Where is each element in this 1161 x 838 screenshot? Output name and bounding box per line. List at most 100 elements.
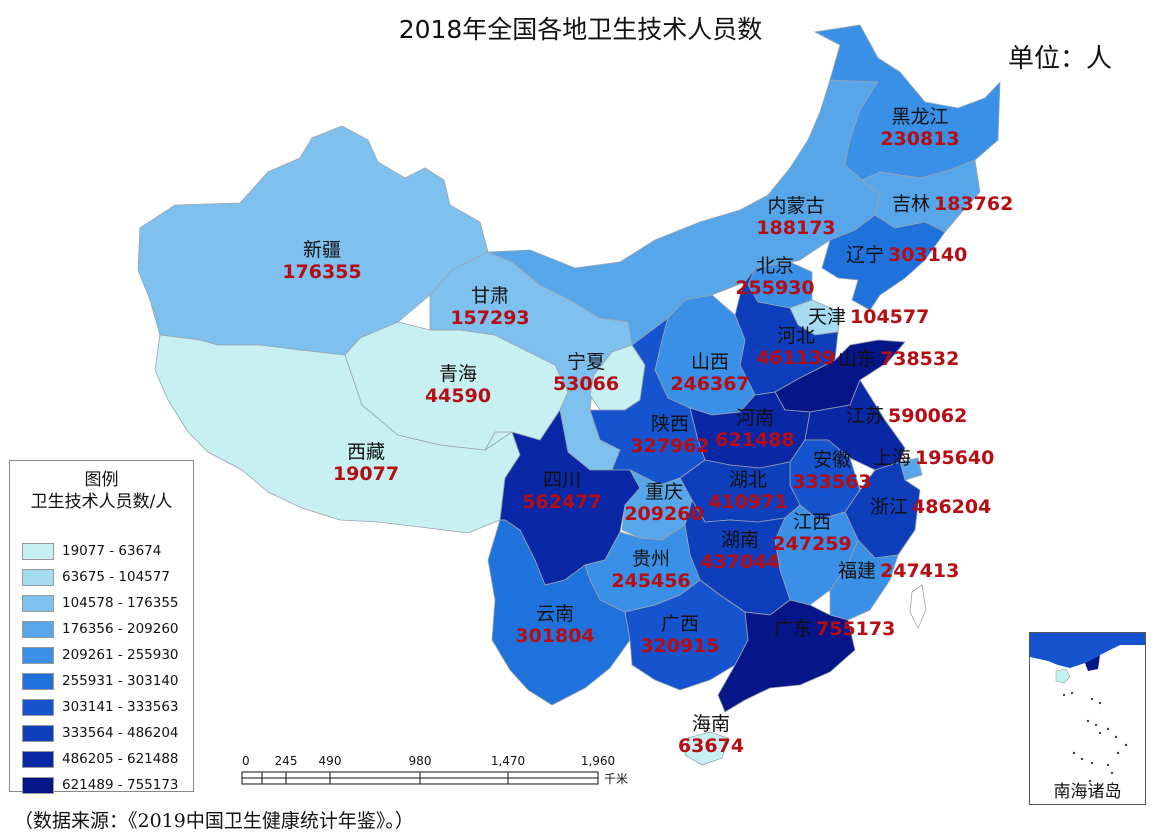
legend-swatch: [22, 568, 54, 586]
region-taiwan: [909, 584, 927, 629]
legend-item: 333564 - 486204: [22, 720, 179, 746]
data-source: （数据来源：《2019中国卫生健康统计年鉴》。）: [14, 810, 414, 832]
unit-label: 单位：人: [1008, 44, 1113, 74]
legend-swatch: [22, 724, 54, 742]
scale-tick-label: 1,960: [581, 754, 615, 768]
legend-range: 176356 - 209260: [62, 621, 179, 637]
label-fujian: 福建 247413: [838, 560, 959, 582]
label-hebei: 河北 461139: [756, 325, 835, 369]
legend-swatch: [22, 620, 54, 638]
label-tianjin: 天津 104577: [808, 306, 929, 328]
label-ningxia: 宁夏 53066: [553, 351, 619, 395]
label-xinjiang: 新疆 176355: [282, 239, 361, 283]
legend-items: 19077 - 63674 63675 - 104577 104578 - 1763…: [22, 538, 179, 798]
legend-item: 176356 - 209260: [22, 616, 179, 642]
scale-tick-label: 0: [242, 754, 250, 768]
legend-swatch: [22, 698, 54, 716]
legend-swatch: [22, 594, 54, 612]
island-dot: [1090, 697, 1094, 701]
inset-islands: [1062, 691, 1128, 783]
legend: 图例 卫生技术人员数/人 19077 - 63674 63675 - 104577…: [9, 460, 194, 794]
label-hainan: 海南 63674: [678, 713, 744, 757]
legend-range: 486205 - 621488: [62, 751, 179, 767]
island-dot: [1110, 771, 1114, 775]
map-title: 2018年全国各地卫生技术人员数: [398, 15, 763, 44]
legend-item: 209261 - 255930: [22, 642, 179, 668]
legend-item: 303141 - 333563: [22, 694, 179, 720]
scale-tick-label: 245: [275, 754, 298, 768]
legend-swatch: [22, 776, 54, 794]
inset-map: [1030, 633, 1145, 783]
island-dot: [1094, 723, 1098, 727]
label-jiangxi: 江西 247259: [772, 511, 851, 555]
region-hainan: [684, 731, 729, 766]
label-liaoning: 辽宁 303140: [846, 244, 967, 266]
south-china-sea-inset: 南海诸岛: [1029, 632, 1146, 805]
region-guangdong: [717, 599, 856, 713]
province-labels: 新疆 176355 西藏 19077 青海 44590 甘肃 157293 内蒙古 188173 黑…: [282, 106, 1013, 757]
label-guangdong: 广东 755173: [774, 618, 895, 640]
island-dot: [1062, 693, 1066, 697]
legend-item: 486205 - 621488: [22, 746, 179, 772]
scale-tick-label: 1,470: [491, 754, 525, 768]
label-guizhou: 贵州 245456: [611, 548, 690, 592]
island-dot: [1072, 751, 1076, 755]
legend-range: 621489 - 755173: [62, 777, 179, 793]
island-dot: [1116, 751, 1120, 755]
label-anhui: 安徽 333563: [792, 449, 871, 493]
legend-title-line2: 卫生技术人员数/人: [30, 492, 173, 512]
island-dot: [1114, 735, 1118, 739]
legend-range: 63675 - 104577: [62, 569, 170, 585]
province-regions: [137, 24, 1001, 766]
label-zhejiang: 浙江 486204: [870, 496, 991, 518]
label-heilongjiang: 黑龙江 230813: [880, 106, 959, 150]
region-liaoning: [821, 214, 946, 311]
island-dot: [1080, 757, 1084, 761]
label-beijing: 北京 255930: [735, 255, 814, 299]
label-qinghai: 青海 44590: [425, 363, 491, 407]
legend-swatch: [22, 672, 54, 690]
label-xizang: 西藏 19077: [333, 441, 399, 485]
legend-swatch: [22, 750, 54, 768]
label-chongqing: 重庆 209260: [624, 481, 703, 525]
label-gansu: 甘肃 157293: [450, 285, 529, 329]
label-jilin: 吉林 183762: [892, 193, 1013, 215]
island-dot: [1086, 719, 1090, 723]
island-dot: [1106, 727, 1110, 731]
label-sichuan: 四川 562477: [522, 469, 601, 513]
legend-item: 255931 - 303140: [22, 668, 179, 694]
legend-title-line1: 图例: [84, 470, 119, 490]
label-hunan: 湖南 437044: [700, 529, 779, 573]
island-dot: [1098, 701, 1102, 705]
inset-label: 南海诸岛: [1053, 782, 1122, 802]
label-neimenggu: 内蒙古 188173: [756, 195, 835, 239]
label-hubei: 湖北 410971: [708, 469, 787, 513]
island-dot: [1106, 763, 1110, 767]
inset-hainan: [1055, 668, 1071, 684]
scale-bar: 0 245 490 980 1,470 1,960 千米: [241, 754, 628, 786]
legend-item: 19077 - 63674: [22, 538, 179, 564]
island-dot: [1088, 779, 1092, 783]
label-jiangsu: 江苏 590062: [846, 405, 967, 427]
legend-range: 19077 - 63674: [62, 543, 162, 559]
legend-range: 209261 - 255930: [62, 647, 179, 663]
scale-unit: 千米: [604, 772, 628, 786]
scale-tick-label: 980: [409, 754, 432, 768]
label-shanxi: 山西 246367: [670, 351, 749, 395]
legend-range: 255931 - 303140: [62, 673, 179, 689]
region-heilongjiang: [813, 24, 1001, 181]
legend-range: 104578 - 176355: [62, 595, 179, 611]
label-henan: 河南 621488: [715, 407, 794, 451]
legend-swatch: [22, 542, 54, 560]
legend-range: 303141 - 333563: [62, 699, 179, 715]
label-yunnan: 云南 301804: [515, 603, 594, 647]
inset-coast: [1030, 633, 1145, 668]
label-shanghai: 上海 195640: [873, 447, 994, 469]
island-dot: [1090, 761, 1094, 765]
label-shandong: 山东 738532: [838, 348, 959, 370]
scale-tick-label: 490: [319, 754, 342, 768]
legend-swatch: [22, 646, 54, 664]
island-dot: [1124, 743, 1128, 747]
